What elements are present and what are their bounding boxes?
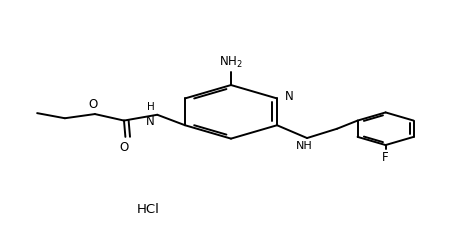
Text: O: O xyxy=(88,98,97,111)
Text: F: F xyxy=(382,151,389,164)
Text: NH: NH xyxy=(296,141,313,151)
Text: O: O xyxy=(120,141,129,154)
Text: H: H xyxy=(147,103,155,112)
Text: N: N xyxy=(146,115,155,128)
Text: HCl: HCl xyxy=(136,203,159,216)
Text: N: N xyxy=(286,90,294,103)
Text: NH$_2$: NH$_2$ xyxy=(219,55,243,70)
